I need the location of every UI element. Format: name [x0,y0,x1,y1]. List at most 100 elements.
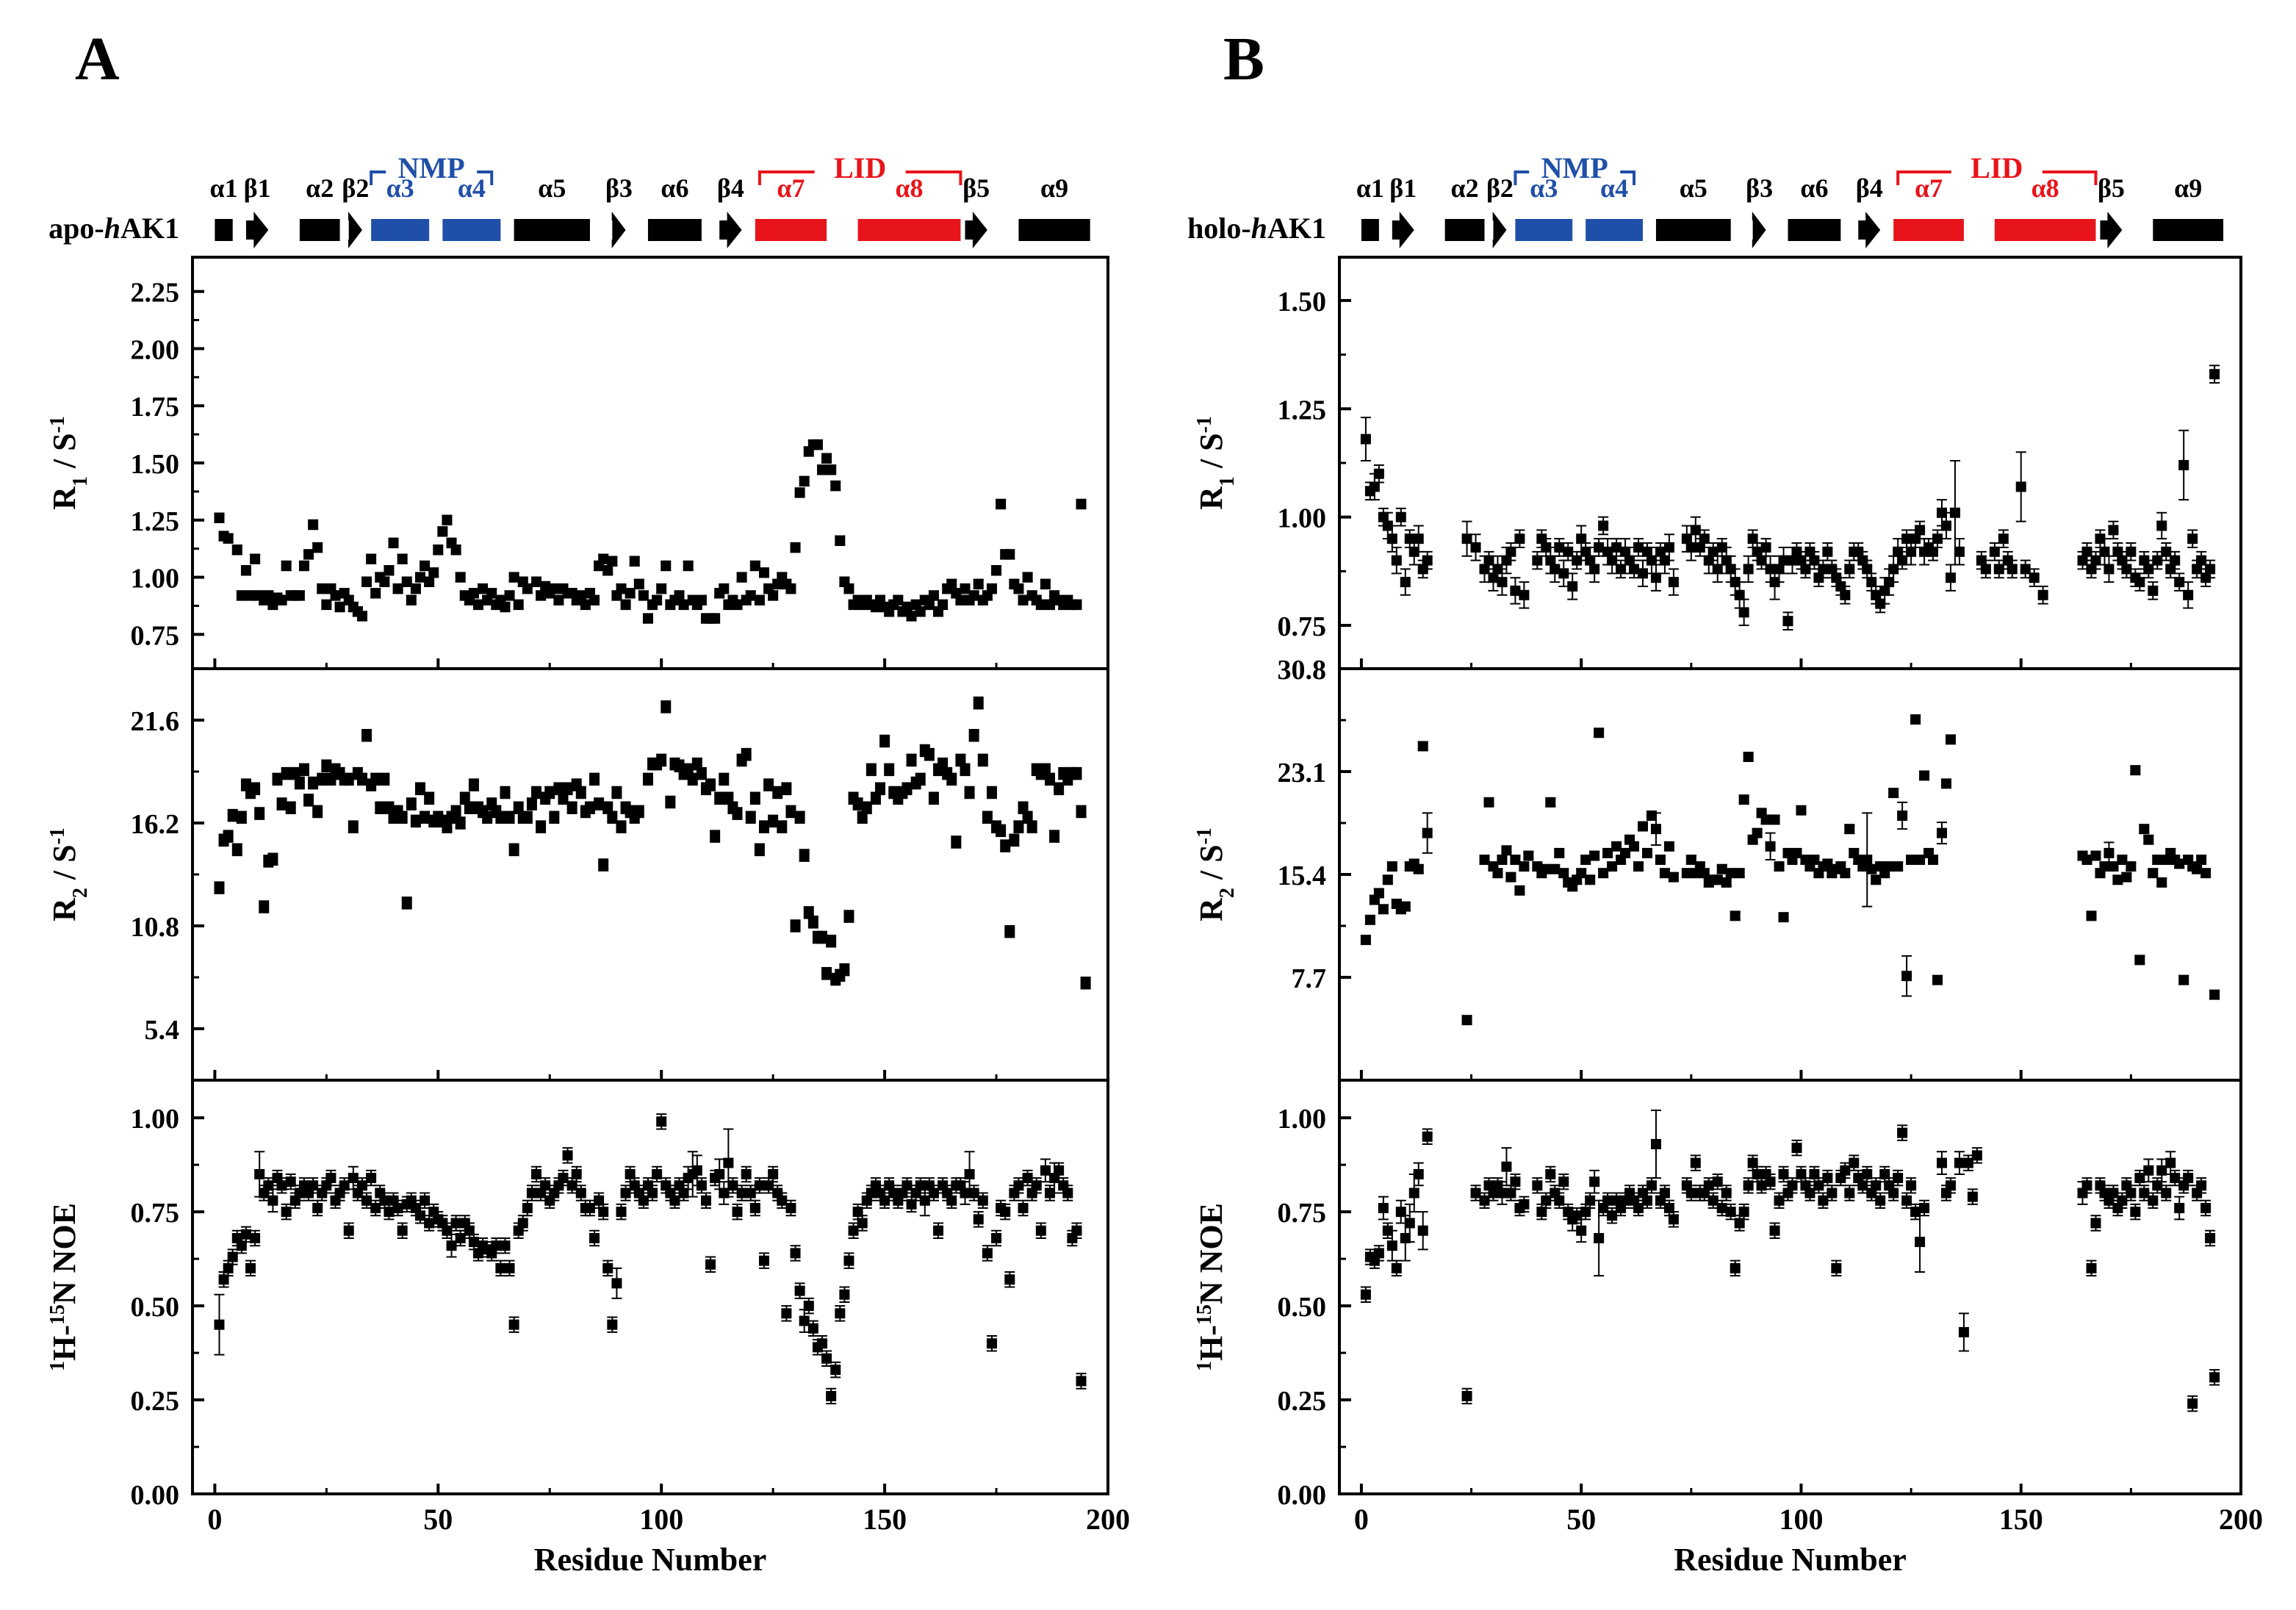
data-point [1730,910,1741,921]
data-point [794,812,805,823]
data-point [1734,868,1745,879]
data-point [991,565,1002,576]
data-point [1616,564,1627,575]
helix-bar-10 [755,219,827,241]
data-point [723,793,734,804]
data-point [472,599,483,610]
data-point [772,787,783,798]
data-point [2161,546,2172,557]
data-point [1018,594,1029,605]
data-point [2104,564,2115,575]
data-point [1572,1210,1583,1221]
data-point [1386,533,1397,545]
data-point [589,594,600,605]
data-point [848,1225,859,1236]
data-point [2134,1173,2145,1184]
helix-bar-10 [1893,219,1964,241]
data-point [1611,841,1622,852]
y-tick-label: 1.00 [131,564,180,594]
data-point [1716,863,1727,874]
ss-label-11: α8 [2032,173,2059,203]
ss-label-3: β2 [1486,173,1514,203]
data-point [1734,1218,1745,1229]
data-point [589,1232,600,1243]
data-point [1497,577,1508,588]
data-point [749,561,760,571]
data-point [1576,533,1587,545]
data-point [388,537,399,548]
data-point [1545,797,1556,808]
construct-label: holo-hAK1 [1187,212,1326,245]
data-point [1756,1180,1767,1191]
data-point [526,1187,537,1198]
data-point [1413,533,1424,545]
data-point [442,822,453,833]
data-point [223,1262,234,1273]
data-point [741,749,752,760]
plot-frame [1338,1079,2242,1495]
data-point [1906,855,1917,865]
y-tick-label: 0.75 [131,1198,180,1229]
data-point [1461,533,1472,545]
ss-label-2: α2 [306,173,334,203]
data-point [1461,1390,1472,1401]
data-point [843,583,854,594]
data-point [2178,459,2189,470]
data-point [1840,1165,1851,1176]
data-point [455,818,466,828]
data-point [982,812,993,823]
data-point [1962,1157,1973,1168]
data-point [1778,555,1789,566]
data-point [1690,525,1701,536]
ylabel-sup: -1 [46,416,69,433]
data-point [777,822,788,833]
data-point [504,812,515,823]
data-point [1906,546,1917,557]
data-point [2187,1398,2198,1409]
helix-bar-5 [442,219,501,241]
y-tick-label: 15.4 [1278,860,1327,891]
plot-frame [1338,256,2242,670]
data-point [312,806,323,817]
subplot-r2: 7.7 15.4 23.1 30.8 R2 / S-1 [1193,655,2242,1082]
data-point [1044,774,1055,785]
ylabel-sub: 1 [1216,476,1239,486]
data-point [366,553,377,564]
data-point [1971,1150,1982,1161]
data-point [647,1187,658,1198]
data-point [500,602,511,612]
x-tick-label: 50 [423,1503,453,1536]
data-point [566,802,577,813]
data-point [1585,555,1596,566]
data-point [2081,546,2092,557]
helix-bar-2 [299,219,340,241]
x-tick-label: 150 [1999,1503,2043,1536]
ylabel-sup: -1 [1193,827,1216,844]
helix-bar-0 [215,219,233,241]
data-point [633,578,644,589]
data-point [973,578,984,589]
data-point [236,590,247,601]
data-point [803,1301,814,1312]
y-tick-label: 1.75 [131,392,180,423]
data-point [1641,1195,1652,1206]
data-point [602,802,613,813]
data-point [705,1259,716,1270]
data-point [1734,589,1745,600]
y-tick-label: 5.4 [145,1015,180,1046]
data-point [414,572,425,583]
data-point [240,1229,251,1240]
helix-bar-6 [514,219,590,241]
data-point [799,850,810,861]
data-point [955,594,966,605]
helix-bar-4 [1515,219,1573,241]
data-point [531,576,542,587]
data-point [1598,868,1609,879]
data-point [549,583,560,594]
data-point [1400,901,1411,912]
data-point [938,758,949,769]
data-point [2170,555,2181,566]
construct-italic: h [104,212,120,245]
data-point [1844,1187,1855,1198]
